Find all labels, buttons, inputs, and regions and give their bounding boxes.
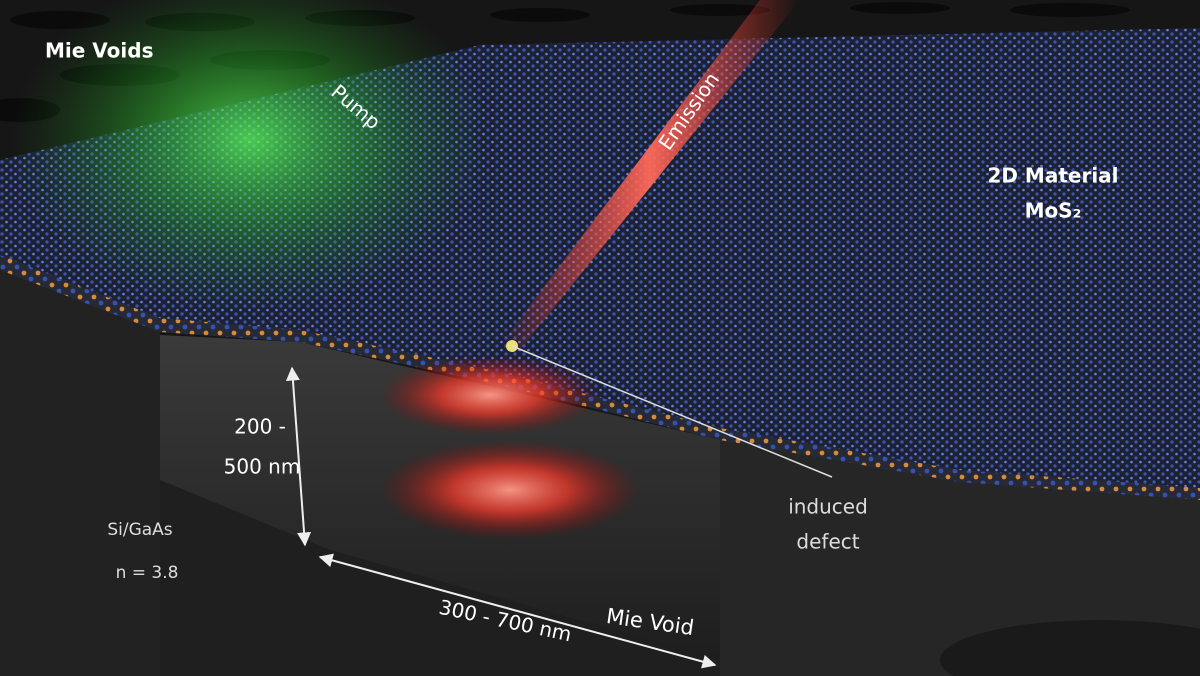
label: 2D Material [987, 164, 1118, 188]
label: defect [796, 530, 859, 554]
label: 500 nm [224, 455, 301, 479]
label: 200 - [234, 415, 286, 439]
void-hole [940, 620, 1200, 676]
emission-beam [500, 0, 800, 350]
field-lobe [380, 440, 640, 540]
label: induced [788, 495, 868, 519]
depth-arrow [285, 366, 312, 547]
label: MoS₂ [1025, 199, 1082, 223]
leader-line [511, 345, 833, 478]
field-lobe [380, 355, 600, 435]
substrate-right [720, 440, 1200, 676]
width-arrow [318, 553, 717, 669]
pump-glow [10, 0, 490, 310]
substrate-left [0, 270, 160, 676]
label: Si/GaAs [107, 520, 172, 540]
label: n = 3.8 [116, 563, 179, 583]
label: Mie Voids [45, 39, 154, 63]
